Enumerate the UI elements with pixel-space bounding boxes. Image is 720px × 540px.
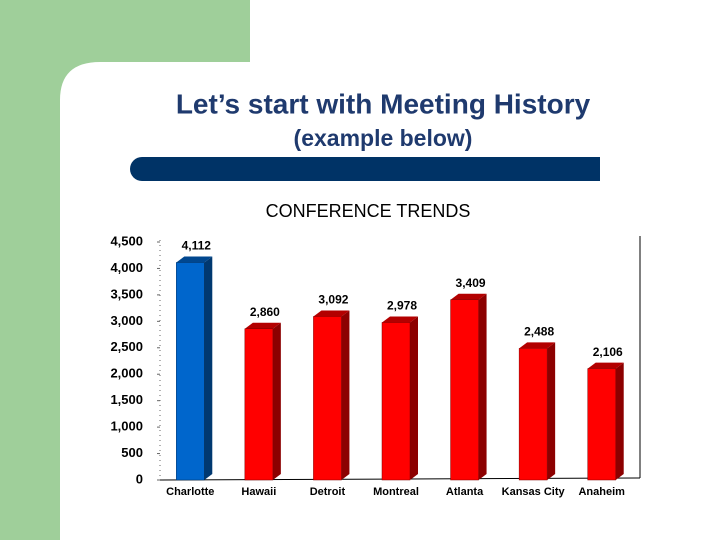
bar-top — [244, 322, 281, 329]
x-tick-label: Kansas City — [502, 486, 566, 498]
title-rule — [130, 157, 600, 181]
bar-side — [410, 316, 418, 480]
bar — [176, 262, 205, 481]
green-strip — [0, 0, 60, 540]
bar-side — [204, 256, 213, 480]
slide-title: Let’s start with Meeting History — [176, 88, 591, 119]
y-tick-label: 3,000 — [110, 313, 143, 328]
value-label: 4,112 — [182, 239, 212, 253]
y-tick-label: 3,500 — [110, 286, 143, 301]
value-label: 2,978 — [387, 299, 417, 313]
bar — [313, 316, 342, 481]
y-tick-label: 1,000 — [110, 419, 143, 434]
bar-side — [272, 322, 281, 480]
value-label: 3,409 — [456, 276, 486, 290]
y-tick-label: 500 — [121, 445, 143, 460]
bar — [450, 299, 479, 481]
x-tick-label: Atlanta — [446, 486, 484, 498]
x-tick-label: Hawaii — [241, 486, 276, 498]
bar-side — [341, 310, 350, 480]
y-tick-label: 4,000 — [110, 260, 143, 275]
y-tick-label: 1,500 — [110, 392, 143, 407]
green-corner — [60, 62, 100, 100]
bar-top — [450, 293, 487, 300]
bar — [381, 322, 411, 481]
chart-title: CONFERENCE TRENDS — [266, 201, 471, 221]
bar — [587, 368, 616, 481]
x-tick-label: Montreal — [373, 486, 419, 498]
x-tick-label: Charlotte — [166, 486, 214, 498]
y-tick-label: 4,500 — [110, 233, 143, 248]
value-label: 2,106 — [593, 345, 623, 359]
slide-subtitle: (example below) — [294, 125, 473, 151]
x-tick-label: Anaheim — [578, 486, 625, 498]
y-tick-label: 2,500 — [110, 339, 143, 354]
value-label: 3,092 — [318, 293, 348, 307]
y-tick-label: 0 — [136, 471, 143, 486]
bar — [518, 348, 548, 481]
bar-top — [313, 310, 350, 317]
bar-side — [615, 362, 624, 480]
bar — [244, 328, 274, 481]
bar-side — [547, 342, 556, 480]
bar-side — [478, 293, 487, 480]
bar-top — [587, 362, 624, 369]
bar-top — [382, 316, 418, 323]
x-tick-label: Detroit — [310, 486, 346, 498]
y-tick-label: 2,000 — [110, 366, 143, 381]
bar-top — [176, 256, 213, 263]
bar-top — [519, 342, 556, 349]
value-label: 2,860 — [250, 305, 280, 319]
value-label: 2,488 — [524, 325, 554, 339]
